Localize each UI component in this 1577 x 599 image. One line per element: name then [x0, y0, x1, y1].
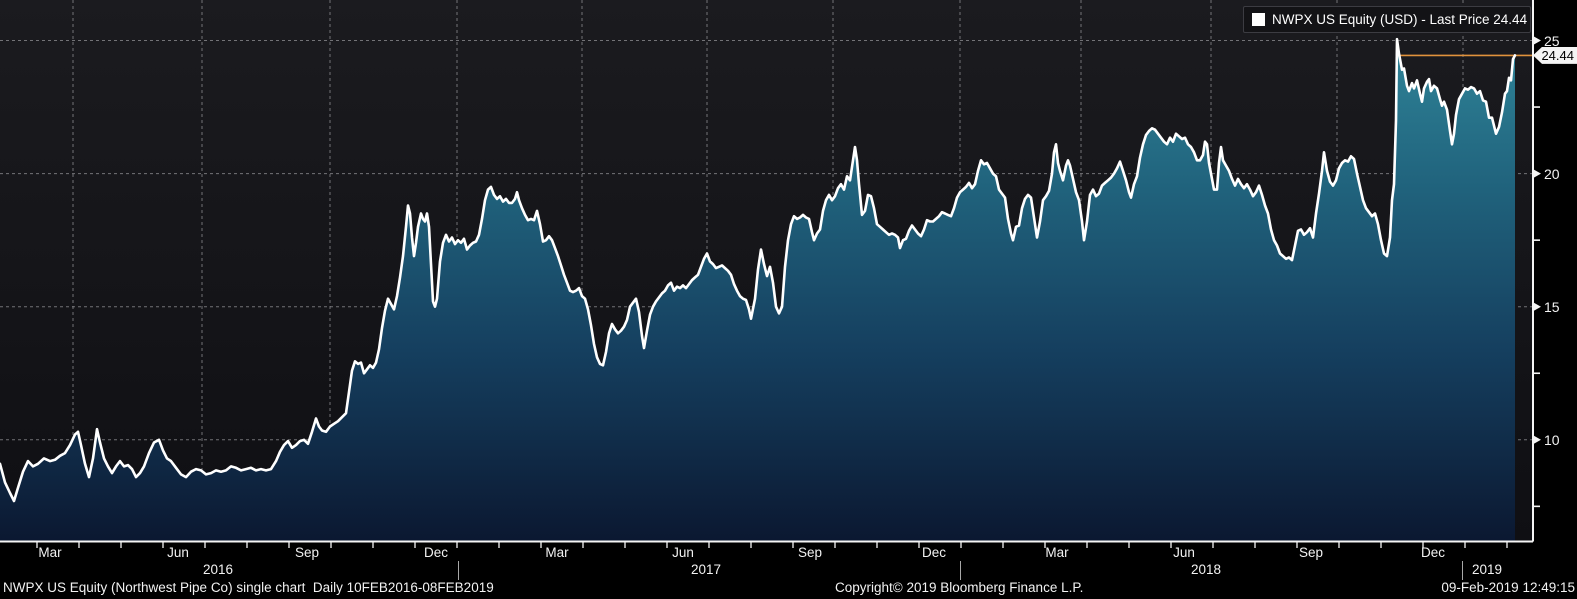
y-major-tick-arrow-icon — [1533, 169, 1541, 179]
x-axis-month-label: Mar — [38, 545, 62, 560]
x-axis-year-label: 2016 — [202, 562, 234, 577]
price-line — [0, 37, 1517, 503]
x-axis-year-label: 2018 — [1190, 562, 1222, 577]
chart-description: NWPX US Equity (Northwest Pipe Co) singl… — [3, 580, 494, 595]
series-swatch-icon — [1252, 13, 1265, 26]
last-price-callout: 24.44 — [1533, 46, 1577, 64]
x-axis-month-label: Dec — [1420, 545, 1445, 560]
area-fill — [0, 39, 1515, 542]
y-major-tick-arrow-icon — [1533, 36, 1541, 45]
series-legend[interactable]: NWPX US Equity (USD) - Last Price 24.44 — [1243, 6, 1531, 33]
y-axis-label: 25 — [1544, 32, 1560, 49]
x-axis-month-label: Dec — [423, 545, 448, 560]
x-axis-year-label: 2019 — [1471, 562, 1503, 577]
y-major-tick-arrow-icon — [1533, 302, 1541, 312]
x-axis-month-label: Jun — [672, 545, 694, 560]
x-axis-month-label: Dec — [921, 545, 946, 560]
y-major-tick-arrow-icon — [1533, 435, 1541, 445]
x-axis-month-label: Sep — [294, 545, 320, 560]
y-axis-label: 15 — [1544, 298, 1560, 315]
timestamp: 09-Feb-2019 12:49:15 — [1441, 580, 1575, 595]
x-axis-month-label: Mar — [545, 545, 569, 560]
x-axis-month-label: Jun — [167, 545, 189, 560]
y-axis-label: 20 — [1544, 165, 1560, 182]
copyright-notice: Copyright© 2019 Bloomberg Finance L.P. — [835, 580, 1084, 595]
x-axis-month-label: Sep — [1298, 545, 1324, 560]
x-axis-month-label: Jun — [1173, 545, 1195, 560]
year-separator — [458, 561, 459, 580]
x-axis-month-label: Sep — [797, 545, 823, 560]
x-axis-year-label: 2017 — [690, 562, 722, 577]
year-separator — [960, 561, 961, 580]
year-separator — [1462, 561, 1463, 580]
y-axis-label: 10 — [1544, 431, 1560, 448]
series-legend-label: NWPX US Equity (USD) - Last Price 24.44 — [1272, 12, 1528, 27]
x-axis-month-label: Mar — [1045, 545, 1069, 560]
